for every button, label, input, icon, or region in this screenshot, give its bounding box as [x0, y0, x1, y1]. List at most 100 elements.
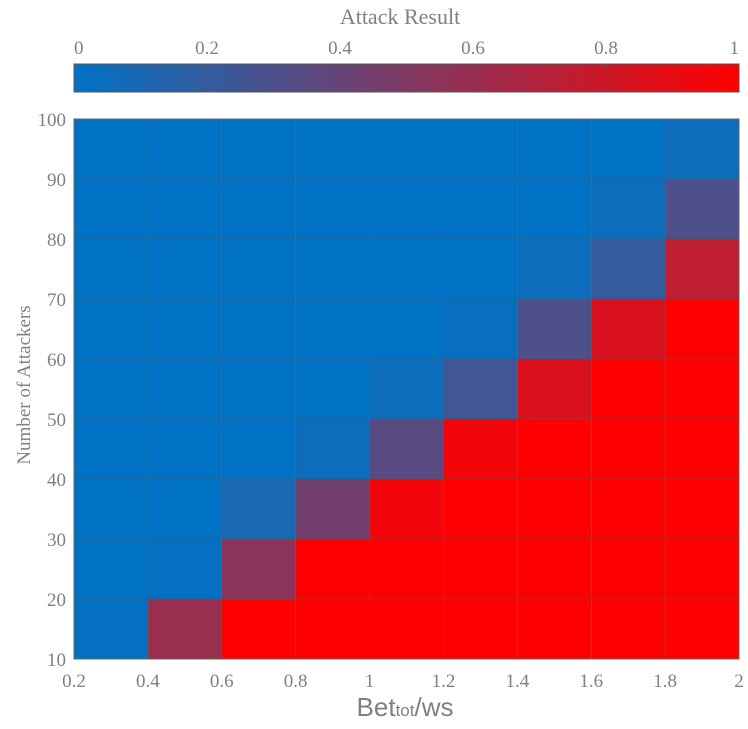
heatmap-cell — [74, 119, 148, 179]
colorbar-title: Attack Result — [340, 4, 460, 29]
colorbar-tick-label: 0.2 — [195, 38, 219, 59]
heatmap-cell — [665, 539, 739, 599]
heatmap-cell — [591, 539, 666, 599]
heatmap-cell — [74, 299, 148, 359]
heatmap-cell — [443, 359, 518, 419]
heatmap-cell — [591, 419, 666, 479]
heatmap-cell — [665, 359, 739, 419]
y-tick-label: 80 — [47, 230, 66, 251]
heatmap-cell — [665, 419, 739, 479]
heatmap-cell — [295, 419, 370, 479]
heatmap-cell — [295, 599, 370, 659]
heatmap-cell — [443, 599, 518, 659]
heatmap-cell — [443, 299, 518, 359]
heatmap-cell — [147, 479, 222, 539]
x-tick-label: 1.8 — [653, 671, 677, 692]
heatmap-cell — [147, 119, 222, 179]
x-tick-label: 1.4 — [505, 671, 529, 692]
y-tick-label: 40 — [47, 470, 66, 491]
heatmap-cell — [665, 119, 739, 179]
heatmap-cell — [74, 479, 148, 539]
colorbar-tick-marks — [206, 64, 607, 92]
x-axis-label: Bettot/ws — [357, 692, 454, 722]
colorbar-tick-labels: 0 0.2 0.4 0.6 0.8 1 — [74, 38, 739, 59]
x-tick-label: 2 — [734, 671, 744, 692]
heatmap-cell — [591, 479, 666, 539]
colorbar — [73, 63, 740, 93]
colorbar-tick-label: 0 — [74, 38, 84, 59]
heatmap-cell — [295, 359, 370, 419]
heatmap-cell — [665, 599, 739, 659]
colorbar-tick-label: 0.4 — [328, 38, 352, 59]
heatmap-cell — [147, 179, 222, 239]
heatmap-cell — [221, 299, 296, 359]
heatmap-cell — [517, 179, 592, 239]
heatmap-cell — [147, 419, 222, 479]
y-tick-labels: 10 20 30 40 50 60 70 80 90 100 — [38, 110, 67, 671]
heatmap-cell — [443, 419, 518, 479]
y-tick-label: 90 — [47, 170, 66, 191]
heatmap-cell — [221, 419, 296, 479]
heatmap-cell — [443, 179, 518, 239]
heatmap-cell — [74, 599, 148, 659]
y-tick-label: 100 — [38, 110, 67, 131]
heatmap-cell — [295, 299, 370, 359]
x-tick-label: 0.2 — [62, 671, 86, 692]
heatmap-cell — [221, 119, 296, 179]
heatmap-cell — [369, 239, 444, 299]
colorbar-tick-label: 0.6 — [461, 38, 485, 59]
heatmap-cell — [74, 239, 148, 299]
heatmap-cell — [369, 119, 444, 179]
heatmap-cell — [369, 419, 444, 479]
heatmap-cell — [591, 239, 666, 299]
heatmap-cell — [147, 599, 222, 659]
heatmap-cell — [369, 359, 444, 419]
heatmap-cell — [295, 539, 370, 599]
heatmap-cell — [147, 539, 222, 599]
heatmap-cells — [74, 119, 739, 659]
heatmap-cell — [147, 299, 222, 359]
heatmap-cell — [369, 179, 444, 239]
heatmap-cell — [591, 179, 666, 239]
heatmap-cell — [665, 479, 739, 539]
heatmap-cell — [74, 419, 148, 479]
y-axis-label: Number of Attackers — [14, 305, 35, 464]
heatmap-cell — [369, 599, 444, 659]
heatmap-cell — [517, 539, 592, 599]
heatmap-cell — [369, 479, 444, 539]
heatmap-cell — [221, 599, 296, 659]
colorbar-tick-label: 0.8 — [594, 38, 618, 59]
heatmap-cell — [517, 359, 592, 419]
heatmap-cell — [74, 539, 148, 599]
y-tick-label: 20 — [47, 590, 66, 611]
y-tick-label: 60 — [47, 350, 66, 371]
colorbar-tick-label: 1 — [730, 38, 740, 59]
heatmap-cell — [221, 179, 296, 239]
y-tick-label: 70 — [47, 290, 66, 311]
heatmap-cell — [591, 359, 666, 419]
heatmap-cell — [443, 119, 518, 179]
heatmap-cell — [369, 299, 444, 359]
heatmap-cell — [591, 299, 666, 359]
heatmap-cell — [295, 239, 370, 299]
heatmap-cell — [147, 239, 222, 299]
heatmap-cell — [221, 479, 296, 539]
heatmap-cell — [221, 239, 296, 299]
heatmap-cell — [517, 239, 592, 299]
heatmap-cell — [443, 479, 518, 539]
heatmap-cell — [74, 179, 148, 239]
heatmap-cell — [591, 599, 666, 659]
heatmap-cell — [295, 119, 370, 179]
heatmap-cell — [147, 359, 222, 419]
heatmap-cell — [665, 299, 739, 359]
y-tick-label: 30 — [47, 530, 66, 551]
plot-frame — [73, 118, 740, 660]
heatmap-cell — [665, 239, 739, 299]
heatmap-cell — [517, 299, 592, 359]
x-tick-labels: 0.2 0.4 0.6 0.8 1 1.2 1.4 1.6 1.8 2 — [62, 671, 744, 692]
heatmap-cell — [517, 479, 592, 539]
y-tick-label: 50 — [47, 410, 66, 431]
heatmap-cell — [369, 539, 444, 599]
y-tick-label: 10 — [47, 650, 66, 671]
